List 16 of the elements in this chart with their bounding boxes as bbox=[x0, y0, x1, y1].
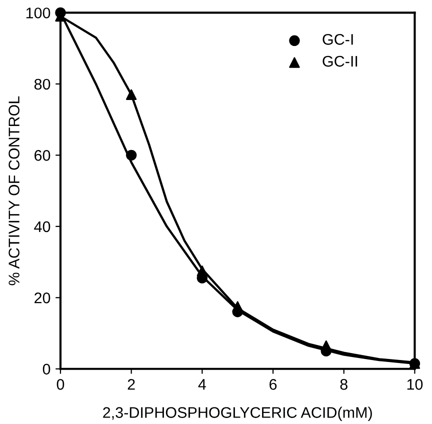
y-tick-label: 40 bbox=[34, 221, 50, 232]
legend-label: GC-II bbox=[322, 56, 358, 67]
x-tick-label: 10 bbox=[407, 379, 423, 390]
y-axis-title: % ACTIVITY OF CONTROL bbox=[8, 96, 20, 286]
x-tick-label: 6 bbox=[270, 379, 277, 390]
x-tick-label: 8 bbox=[340, 379, 348, 390]
legend-label: GC-I bbox=[322, 34, 353, 45]
x-tick-label: 0 bbox=[56, 379, 64, 390]
x-tick-label: 2 bbox=[128, 379, 135, 390]
x-axis-title: 2,3-DIPHOSPHOGLYCERIC ACID(mM) bbox=[103, 406, 372, 421]
y-tick-label: 60 bbox=[34, 150, 50, 161]
y-tick-label: 80 bbox=[34, 78, 50, 90]
y-tick-label: 0 bbox=[42, 364, 50, 375]
y-tick-label: 20 bbox=[34, 292, 50, 304]
x-tick-label: 4 bbox=[198, 379, 206, 390]
y-tick-label: 100 bbox=[26, 8, 50, 18]
